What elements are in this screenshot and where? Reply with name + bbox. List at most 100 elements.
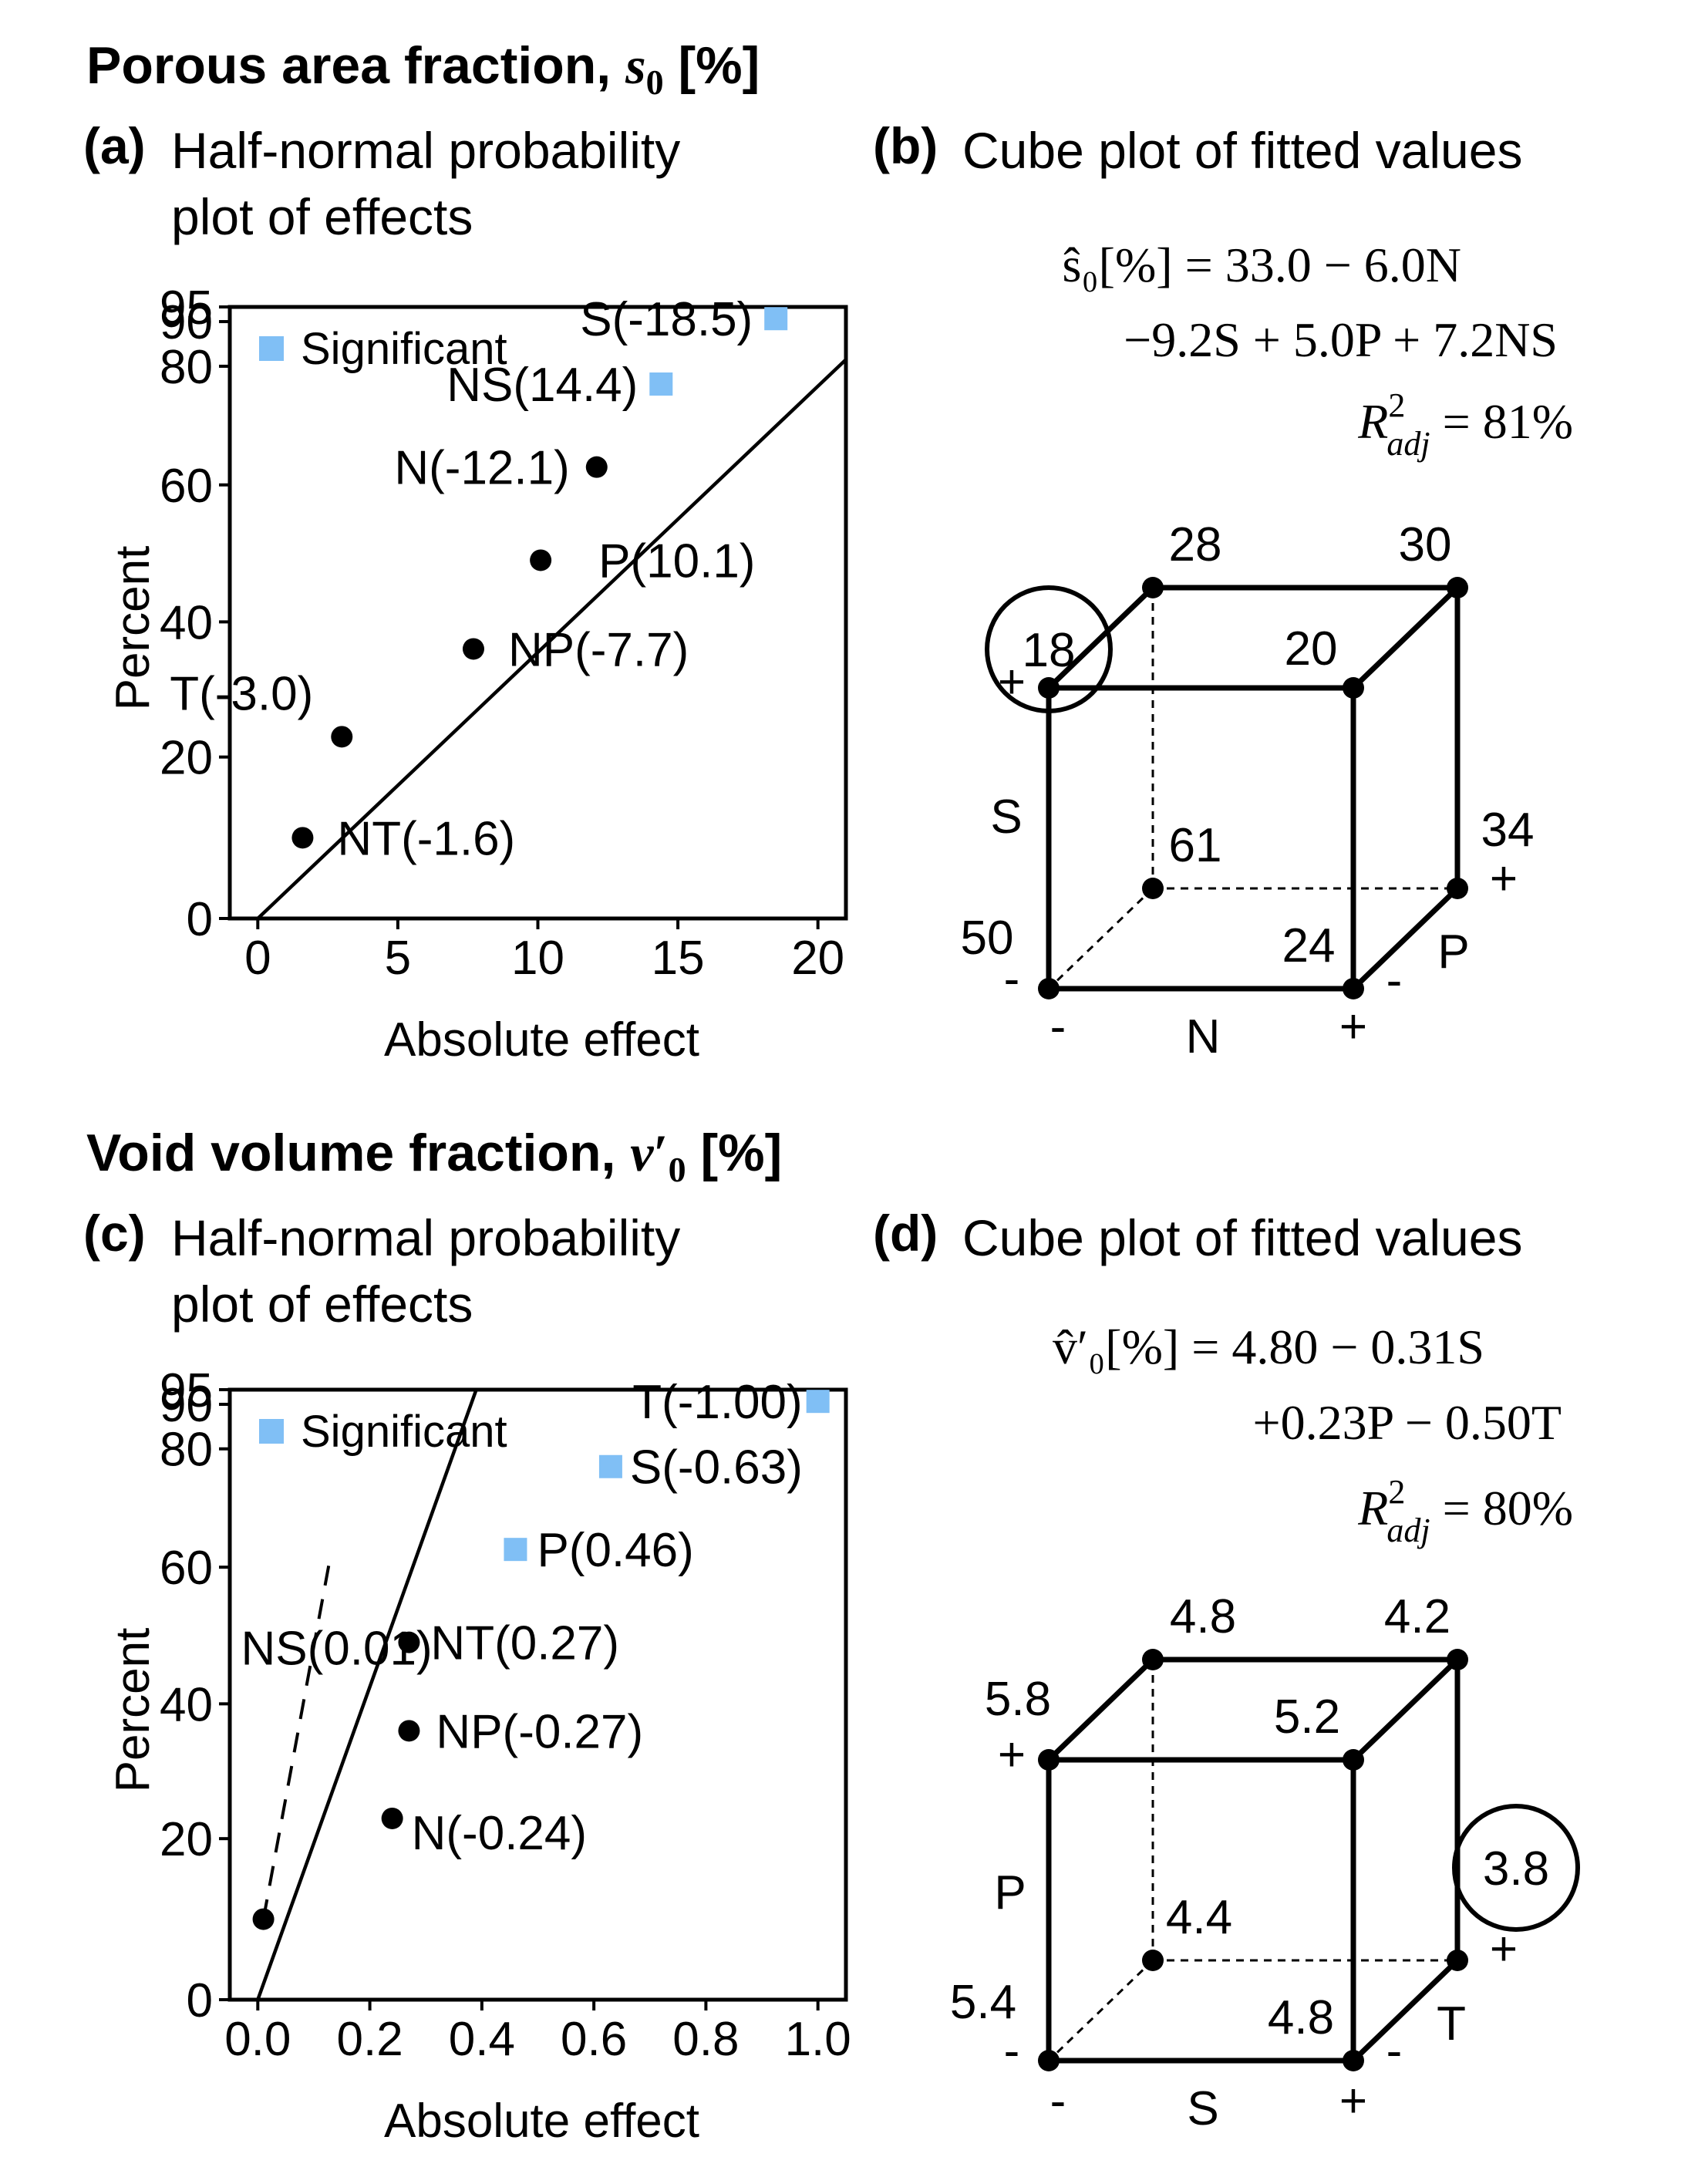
cube-value: 28	[1169, 518, 1222, 571]
panel-d-equation-line2: +0.23P − 0.50T	[1253, 1395, 1562, 1450]
x-tick-label: 0.6	[561, 2013, 627, 2066]
cube-hidden-edge	[1047, 1959, 1154, 2062]
sign-plus: +	[998, 1728, 1026, 1781]
panel-b-title: Cube plot of fitted values	[962, 122, 1522, 179]
cube-vertex	[1038, 2050, 1060, 2071]
point-label: NP(-7.7)	[508, 623, 689, 676]
x-axis-label: Absolute effect	[384, 1013, 699, 1067]
point-label: N(-0.24)	[412, 1807, 587, 1860]
section-title-void: Void volume fraction, v′0 [%]	[86, 1124, 782, 1189]
y-tick-label: 60	[160, 1542, 213, 1595]
x-tick-label: 10	[511, 932, 564, 985]
point-label: NS(0.01)	[241, 1623, 433, 1676]
y-axis-label: Percent	[106, 546, 160, 711]
panel-a-title-line2: plot of effects	[171, 188, 473, 245]
cube-value: 4.2	[1384, 1590, 1450, 1643]
cube-value: 34	[1481, 804, 1535, 857]
panel-d-letter: (d)	[873, 1205, 938, 1262]
y-tick-label: 40	[160, 596, 213, 649]
x-tick-label: 5	[385, 932, 411, 985]
sign-plus: +	[998, 656, 1026, 709]
cube-vertex	[1343, 978, 1364, 999]
highlight-circle	[1452, 1804, 1580, 1932]
y-tick-label: 0	[187, 893, 213, 946]
y-tick-label: 80	[160, 341, 213, 394]
y-axis-label: Percent	[106, 1628, 160, 1793]
x-tick-label: 15	[652, 932, 705, 985]
sign-plus: +	[1490, 852, 1518, 905]
cube-value: 30	[1399, 518, 1452, 571]
point-label: N(-12.1)	[394, 442, 569, 495]
cube-vertex	[1038, 978, 1060, 999]
legend-marker	[259, 1419, 284, 1444]
cube-edge	[1351, 886, 1460, 991]
cube-value: 4.4	[1166, 1891, 1232, 1944]
panel-b-r2: R2 adj = 81%	[1357, 386, 1573, 463]
panel-b-letter: (b)	[873, 117, 938, 174]
panel-a-letter: (a)	[83, 117, 146, 174]
data-point	[252, 1908, 275, 1930]
point-label: S(-18.5)	[580, 293, 753, 346]
x-tick-label: 0	[244, 932, 271, 985]
panel-d-equation-line1: v̂′₀[%] = 4.80 − 0.31S	[1053, 1320, 1484, 1374]
significant-point	[598, 1454, 622, 1478]
y-tick-label: 95	[160, 1364, 213, 1417]
cube-value: 4.8	[1268, 1991, 1334, 2044]
cube-value: 50	[961, 912, 1014, 965]
fit-line	[256, 358, 847, 920]
cube-vertex	[1447, 1950, 1468, 1971]
data-point	[291, 827, 314, 849]
data-point	[530, 549, 552, 571]
cube-vertex	[1142, 1950, 1164, 1971]
point-label: NS(14.4)	[446, 359, 638, 412]
cube-value: 24	[1282, 919, 1336, 972]
y-tick-label: 95	[160, 281, 213, 335]
cube-z-axis-label: P	[1437, 925, 1469, 979]
panel-c-letter: (c)	[83, 1205, 146, 1262]
x-axis-label: Absolute effect	[384, 2095, 699, 2148]
data-point	[381, 1807, 403, 1829]
data-point	[585, 456, 608, 478]
cube-vertex	[1038, 677, 1060, 699]
cube-z-axis-label: T	[1437, 1997, 1466, 2051]
cube-value: 5.8	[985, 1673, 1051, 1726]
point-label: NT(0.27)	[430, 1617, 619, 1670]
sign-plus: +	[1339, 1000, 1367, 1053]
cube-edge	[1351, 1657, 1460, 1762]
cube-vertex	[1343, 2050, 1364, 2071]
cube-y-axis-label: P	[994, 1866, 1026, 1919]
point-label: P(10.1)	[598, 534, 755, 588]
point-label: P(0.46)	[537, 1524, 693, 1577]
sign-plus: +	[1339, 2074, 1367, 2128]
data-point	[462, 638, 484, 660]
data-point	[331, 726, 353, 748]
panel-d-title: Cube plot of fitted values	[962, 1209, 1522, 1266]
cube-value: 20	[1285, 622, 1338, 676]
cube-vertex	[1447, 1649, 1468, 1670]
cube-vertex	[1447, 577, 1468, 598]
panel-b-equation-line1: ŝ₀[%] = 33.0 − 6.0N	[1062, 238, 1461, 292]
sign-minus: -	[1050, 2074, 1066, 2128]
legend-label: Significant	[301, 324, 507, 374]
cube-vertex	[1142, 1649, 1164, 1670]
cube-vertex	[1343, 1749, 1364, 1771]
panel-c-title-line1: Half-normal probability	[171, 1209, 680, 1266]
cube-vertex	[1038, 1749, 1060, 1771]
x-tick-label: 1.0	[785, 2013, 851, 2066]
y-tick-label: 90	[160, 296, 213, 349]
data-point	[398, 1631, 420, 1653]
y-tick-label: 0	[187, 1974, 213, 2027]
cube-plot-d: 5.4 4.85.8 5.24.43.84.8 4.2+-- +-+SPT	[950, 1590, 1580, 2135]
cube-x-axis-label: S	[1187, 2082, 1218, 2135]
legend-marker	[259, 336, 284, 361]
legend-label: Significant	[301, 1407, 507, 1457]
point-label: NP(-0.27)	[436, 1705, 643, 1758]
point-label: NT(-1.6)	[337, 812, 515, 865]
cube-edge	[1351, 1958, 1460, 2063]
cube-value: 5.2	[1274, 1690, 1340, 1744]
significant-point	[649, 372, 673, 396]
cube-y-axis-label: S	[990, 790, 1022, 844]
section-title-porous: Porous area fraction, s0 [%]	[86, 36, 760, 102]
cube-edge	[1046, 585, 1155, 690]
